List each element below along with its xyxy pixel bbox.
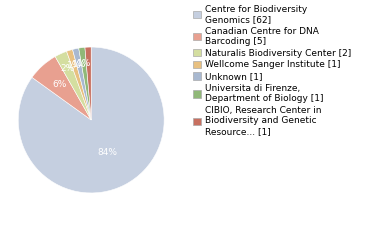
Text: 2%: 2%	[60, 64, 74, 73]
Text: 6%: 6%	[52, 80, 67, 89]
Text: 1%: 1%	[72, 60, 86, 69]
Text: 1%: 1%	[77, 59, 91, 68]
Wedge shape	[66, 49, 91, 120]
Wedge shape	[18, 47, 164, 193]
Wedge shape	[55, 51, 91, 120]
Wedge shape	[85, 47, 91, 120]
Wedge shape	[79, 47, 91, 120]
Text: 84%: 84%	[98, 148, 118, 157]
Legend: Centre for Biodiversity
Genomics [62], Canadian Centre for DNA
Barcoding [5], Na: Centre for Biodiversity Genomics [62], C…	[193, 5, 351, 136]
Wedge shape	[73, 48, 91, 120]
Text: 1%: 1%	[67, 61, 81, 70]
Wedge shape	[32, 57, 91, 120]
